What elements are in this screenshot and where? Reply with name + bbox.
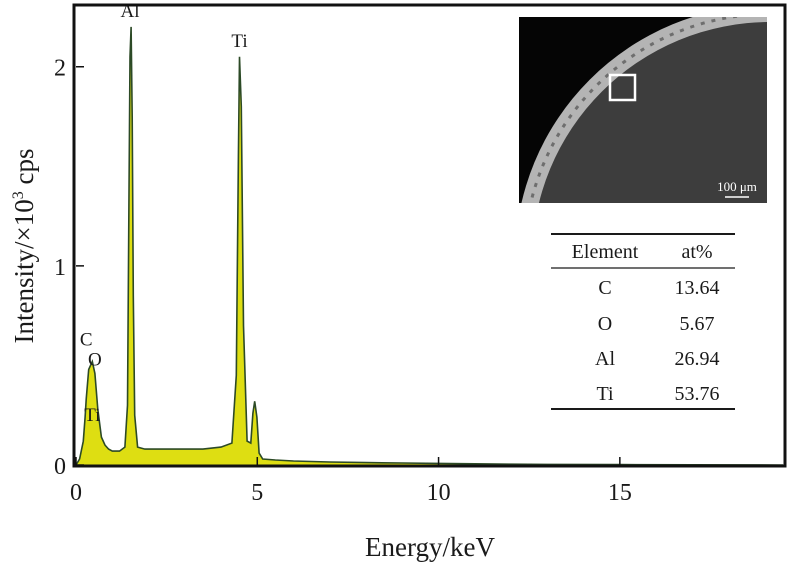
spectrum-line — [75, 26, 784, 466]
plot-frame — [72, 3, 787, 468]
peak-label-ti: Ti — [84, 405, 100, 426]
x-tick-label: 15 — [608, 480, 632, 506]
table-cell-value: 26.94 — [675, 348, 720, 370]
selection-square — [608, 73, 637, 102]
y-tick-label: 1 — [54, 255, 66, 281]
sem-inset-image: 100 μm — [519, 17, 767, 203]
y-axis-title-main: Intensity/×10 — [9, 199, 39, 343]
x-tick-label: 5 — [251, 480, 263, 506]
scale-bar-label: 100 μm — [717, 179, 757, 194]
table-header-element: Element — [572, 241, 639, 263]
table-cell-value: 13.64 — [675, 277, 720, 299]
x-tick-label: 0 — [70, 480, 82, 506]
composition-table: Element at% C 13.64 O 5.67 Al 26.94 Ti 5… — [551, 233, 735, 410]
table-cell-element: Ti — [596, 383, 614, 405]
table-cell-element: C — [598, 277, 611, 299]
x-axis-ticks: 0 5 10 15 — [70, 457, 632, 506]
x-axis-title: Energy/keV — [365, 532, 495, 562]
y-axis-title-sup: 3 — [10, 191, 27, 199]
table-cell-element: O — [598, 313, 612, 335]
table-cell-value: 5.67 — [680, 313, 715, 335]
particle-core — [538, 22, 767, 203]
peak-label-c: C — [80, 330, 93, 351]
y-tick-label: 0 — [54, 454, 66, 480]
y-tick-label: 2 — [54, 56, 66, 82]
table-header-atpct: at% — [681, 241, 712, 263]
spectrum-layer — [75, 26, 784, 466]
peak-label-ti: Ti — [231, 31, 247, 52]
peak-label-o: O — [88, 349, 102, 370]
table-cell-value: 53.76 — [675, 383, 720, 405]
y-axis-ticks: 0 1 2 — [54, 56, 84, 480]
x-tick-label: 10 — [427, 480, 451, 506]
y-axis-title: Intensity/×103 cps — [9, 149, 39, 344]
y-axis-title-tail: cps — [9, 149, 39, 192]
table-cell-element: Al — [595, 348, 615, 370]
